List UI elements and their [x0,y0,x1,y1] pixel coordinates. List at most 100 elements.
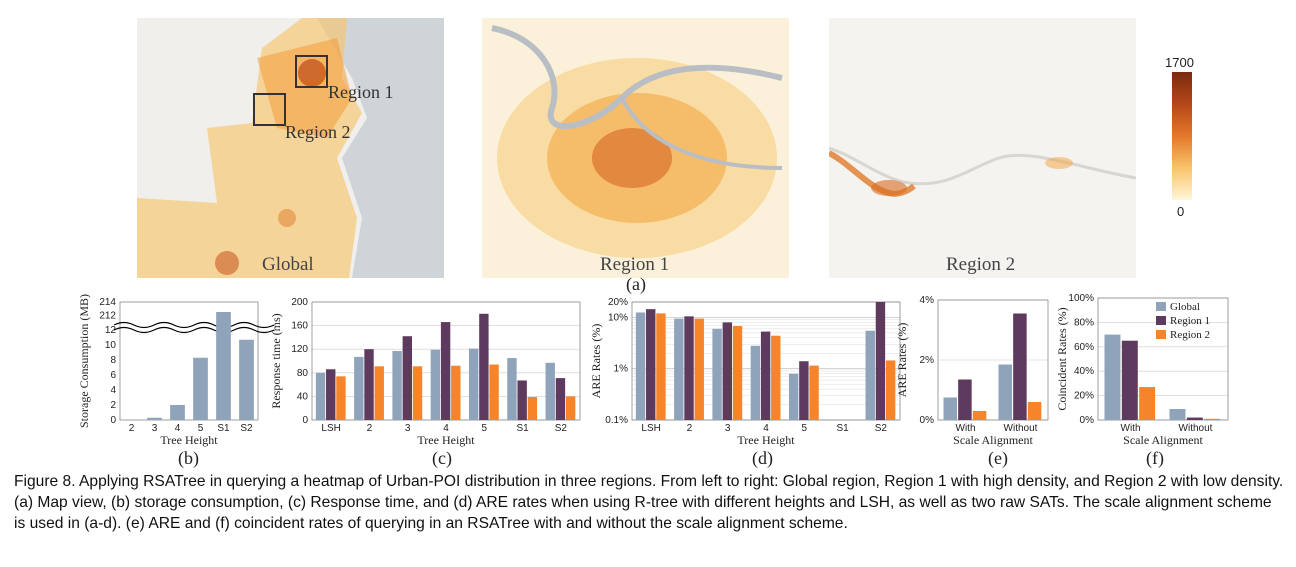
bar-d-s1 [722,322,733,420]
chart-c: 0 40 80 120 160 200 Tree Height Response time (… [262,290,582,450]
region1-box [295,55,328,88]
legend-label: Global [1170,301,1200,313]
x-axis-label-f: Scale Alignment [1123,433,1203,447]
bar-b [239,339,254,420]
x-tick-b: 5 [198,423,204,434]
y-axis-label-b: Storage Consumption (MB) [77,294,91,428]
panel-label-f: (f) [1146,448,1164,468]
chart-f: 0% 20% 40% 60% 80% 100% Scale Alignment Coincid… [1052,290,1232,450]
region2-box-label: Region 2 [285,122,351,142]
y-axis-label-c: Response time (ms) [269,313,283,408]
bar-d-s0 [712,328,722,420]
y-tick-c: 80 [297,368,309,379]
x-tick-c: 3 [405,423,411,434]
colorbar [1172,72,1192,200]
y-tick-d: 20% [608,297,628,308]
bar-d-s2 [885,360,896,420]
bar-c-s2 [412,366,423,420]
y-tick-b: 212 [99,310,116,321]
y-tick-f: 80% [1074,317,1094,328]
y-tick-b: 10 [105,340,117,351]
y-tick-b: 0 [110,415,116,426]
map-global-heatmap: Region 1 Region 2 [137,18,444,278]
panel-label-b: (b) [178,448,199,468]
bar-e-s2 [972,411,987,420]
bar-c-s1 [517,380,527,420]
x-tick-e: With [956,423,976,434]
legend-swatch [1156,302,1166,311]
map-region1: Region 1 [482,18,789,278]
y-tick-f: 60% [1074,342,1094,353]
bar-c-s0 [507,358,517,420]
plot-frame-b [119,301,259,421]
bar-c-s0 [545,362,555,420]
y-tick-d: 0.1% [605,415,628,426]
chart-d: 0.1% 1% 10% 20% Tree Height ARE Rates (%) LSH 2… [582,290,902,450]
panel-label-c: (c) [432,448,452,468]
x-tick-b: S2 [240,423,253,434]
y-axis-label-f: Coincident Rates (%) [1055,307,1069,410]
bar-c-s2 [565,396,576,420]
legend-label: Region 1 [1170,315,1210,327]
bar-c-s2 [336,376,346,420]
bar-d-s0 [865,330,875,420]
figure-caption: Figure 8. Applying RSATree in querying a… [14,473,1284,532]
panel-label-a: (a) [626,274,646,294]
bar-c-s2 [527,396,538,420]
x-tick-d: LSH [641,423,660,434]
bar-d-s2 [694,318,704,420]
y-tick-b: 12 [105,325,117,336]
map-global: Region 1 Region 2 Global [137,18,444,278]
bar-d-s1 [875,302,886,420]
bar-c-s1 [364,349,374,420]
bar-c-s0 [315,372,326,420]
colorbar-max: 1700 [1165,55,1194,70]
y-tick-c: 200 [291,297,308,308]
x-axis-label-c: Tree Height [417,433,475,447]
x-tick-d: 4 [763,423,769,434]
bar-c-s2 [374,366,384,420]
x-tick-d: 5 [802,423,808,434]
plot-frame-e [937,299,1049,421]
x-tick-c: 5 [482,423,488,434]
y-tick-e: 2% [920,355,935,366]
chart-b: Tree Height Storage Consumption (MB) 0 2 4 6 8… [72,290,275,450]
region1-box-label: Region 1 [328,82,394,102]
bar-c-s1 [479,313,489,420]
y-tick-f: 100% [1068,293,1094,304]
bar-e-s2 [1027,402,1042,420]
plot-frame-f [1097,297,1229,421]
y-tick-f: 20% [1074,391,1094,402]
x-tick-b: 2 [129,423,135,434]
map-region1-label: Region 1 [600,254,670,275]
x-tick-d: S2 [875,423,888,434]
bar-d-s1 [646,309,656,420]
bar-c-s1 [555,378,566,420]
map-region2-label: Region 2 [946,254,1016,275]
axis-break-line-b [113,326,275,334]
y-tick-e: 4% [920,295,935,306]
bar-c-s0 [430,349,441,420]
y-tick-b: 4 [110,385,116,396]
bar-c-s1 [326,369,336,420]
bar-b [216,312,231,420]
bar-d-s2 [656,313,666,420]
bar-f-s2 [1139,387,1156,420]
map-region1-heatmap [482,18,789,278]
x-tick-d: 2 [687,423,693,434]
region2-box [253,93,286,126]
bar-c-s0 [354,356,364,420]
y-tick-d: 10% [608,312,628,323]
bar-c-s0 [468,348,479,420]
legend-swatch [1156,330,1166,339]
x-tick-b: S1 [217,423,230,434]
bar-d-s0 [674,318,684,420]
bar-e-s1 [1013,313,1027,420]
bar-c-s2 [489,364,499,420]
y-tick-c: 120 [291,344,308,355]
bar-f-s0 [1169,409,1186,420]
axis-break-line-b [113,321,275,329]
y-tick-b: 6 [110,370,116,381]
bar-d-s1 [760,331,771,420]
y-tick-b: 8 [110,355,116,366]
